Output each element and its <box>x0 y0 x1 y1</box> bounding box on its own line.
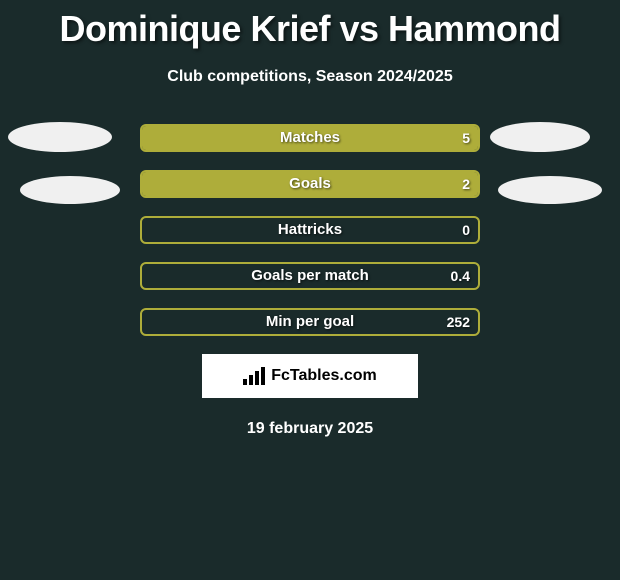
stat-label: Hattricks <box>140 216 480 244</box>
stat-value: 2 <box>462 170 470 198</box>
stat-value: 0 <box>462 216 470 244</box>
stat-row: Goals per match0.4 <box>140 262 480 290</box>
stat-value: 0.4 <box>451 262 470 290</box>
subtitle: Club competitions, Season 2024/2025 <box>0 68 620 86</box>
bars-icon <box>243 367 265 385</box>
stat-row: Hattricks0 <box>140 216 480 244</box>
date-text: 19 february 2025 <box>0 420 620 438</box>
stat-label: Matches <box>140 124 480 152</box>
fctables-logo: FcTables.com <box>202 354 418 398</box>
logo-text: FcTables.com <box>271 367 377 385</box>
stat-label: Goals <box>140 170 480 198</box>
stat-row: Matches5 <box>140 124 480 152</box>
decorative-ellipse <box>490 122 590 152</box>
stat-value: 5 <box>462 124 470 152</box>
stat-label: Min per goal <box>140 308 480 336</box>
decorative-ellipse <box>20 176 120 204</box>
stat-label: Goals per match <box>140 262 480 290</box>
decorative-ellipse <box>498 176 602 204</box>
stat-row: Goals2 <box>140 170 480 198</box>
page-title: Dominique Krief vs Hammond <box>0 0 620 50</box>
stat-row: Min per goal252 <box>140 308 480 336</box>
stat-value: 252 <box>447 308 470 336</box>
decorative-ellipse <box>8 122 112 152</box>
comparison-chart: Matches5Goals2Hattricks0Goals per match0… <box>0 124 620 336</box>
